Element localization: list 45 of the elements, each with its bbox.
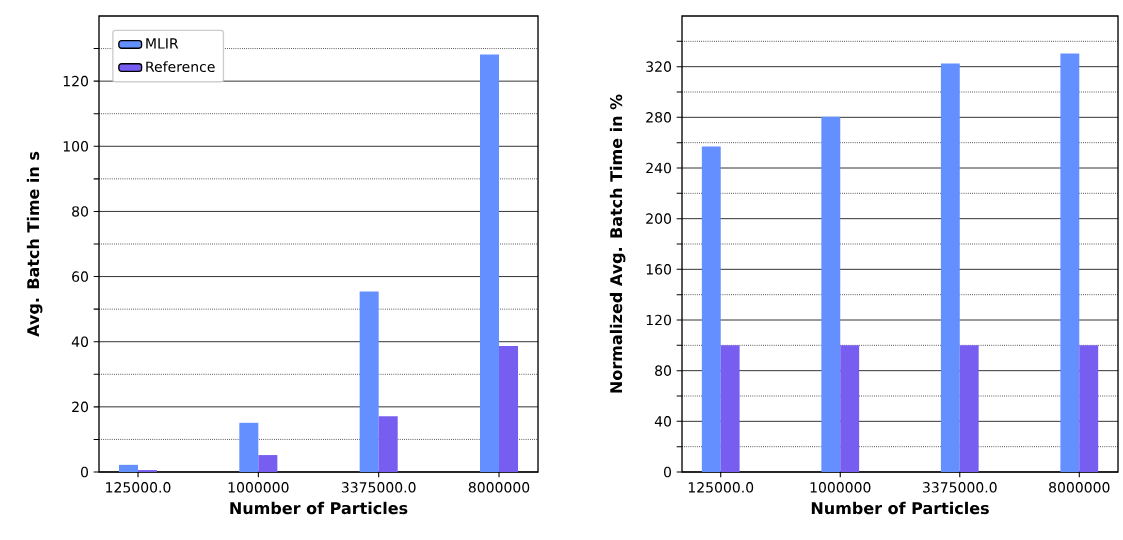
y-axis-title: Normalized Avg. Batch Time in % [609, 94, 626, 393]
x-tick-label: 3375000.0 [341, 482, 416, 493]
bar [480, 54, 500, 472]
y-axis-title: Avg. Batch Time in s [26, 151, 43, 337]
bar [701, 146, 721, 472]
x-tick-label: 1000000 [228, 482, 289, 493]
y-tick-label: 240 [646, 162, 672, 174]
x-axis-title: Number of Particles [230, 501, 408, 515]
bar [940, 63, 960, 472]
bar [840, 345, 860, 472]
bar [359, 291, 379, 472]
y-tick-label: 60 [72, 271, 89, 282]
y-tick-label: 0 [663, 466, 672, 478]
y-tick-label: 80 [655, 365, 672, 376]
bar [720, 345, 740, 472]
y-tick-label: 100 [63, 140, 89, 152]
y-tick-label: 120 [646, 314, 672, 326]
y-tick-label: 80 [72, 206, 89, 217]
y-tick-label: 0 [80, 466, 89, 478]
y-tick-label: 320 [646, 61, 672, 72]
bar [258, 455, 278, 472]
y-tick-label: 40 [71, 336, 89, 347]
bar [959, 345, 979, 472]
y-tick-label: 40 [654, 416, 672, 427]
bar [1079, 345, 1099, 472]
x-axis-title: Number of Particles [811, 501, 989, 515]
y-tick-label: 20 [72, 401, 89, 413]
bar [239, 422, 259, 472]
legend-label: Reference [146, 61, 215, 73]
legend-label: MLIR [146, 38, 179, 49]
y-tick-label: 120 [63, 75, 89, 87]
x-tick-label: 8000000 [1049, 482, 1110, 493]
x-tick-label: 125000.0 [688, 482, 754, 493]
bar [1060, 53, 1080, 472]
y-tick-label: 160 [646, 264, 672, 275]
x-tick-label: 8000000 [468, 482, 530, 493]
bar [118, 464, 138, 472]
y-tick-label: 280 [646, 112, 672, 123]
bar [821, 116, 841, 472]
y-tick-label: 200 [646, 213, 672, 224]
x-tick-label: 1000000 [810, 482, 871, 493]
bar [499, 345, 519, 472]
x-tick-label: 3375000.0 [922, 482, 997, 493]
x-tick-label: 125000.0 [106, 482, 171, 493]
bar [378, 416, 398, 472]
